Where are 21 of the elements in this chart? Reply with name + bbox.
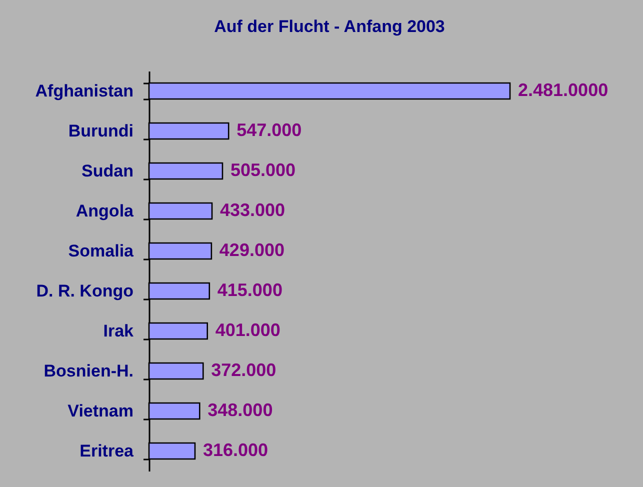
y-tick-label: Irak xyxy=(103,322,134,340)
data-label: 401.000 xyxy=(215,320,280,340)
y-tick-label: D. R. Kongo xyxy=(36,282,134,300)
y-tick-label: Afghanistan xyxy=(35,82,134,100)
data-label: 372.000 xyxy=(211,360,276,380)
y-tick-label: Angola xyxy=(76,202,134,220)
data-label: 316.000 xyxy=(202,440,268,460)
y-tick-label: Eritrea xyxy=(80,442,134,460)
data-label: 547.000 xyxy=(236,120,302,140)
data-label: 415.000 xyxy=(217,280,282,300)
y-tick-label: Bosnien-H. xyxy=(44,362,134,380)
data-label: 429.000 xyxy=(219,240,284,260)
data-label: 433.000 xyxy=(220,200,286,220)
data-label: 348.000 xyxy=(208,400,273,420)
data-label: 2.481.0000 xyxy=(518,80,608,100)
y-tick-label: Burundi xyxy=(68,122,134,140)
chart-title: Auf der Flucht - Anfang 2003 xyxy=(214,17,445,36)
y-tick-label: Somalia xyxy=(68,242,134,260)
y-tick-label: Vietnam xyxy=(68,402,134,420)
y-tick-label: Sudan xyxy=(82,162,134,180)
data-label: 505.000 xyxy=(230,160,296,180)
